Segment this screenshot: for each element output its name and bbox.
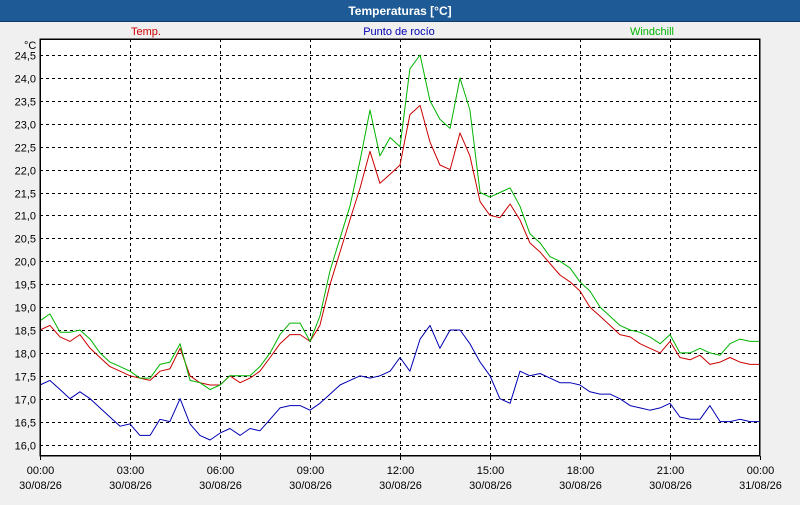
x-tick-time-label: 03:00 — [117, 465, 145, 477]
legend-label-3: Windchill — [630, 26, 674, 38]
y-tick-label: 20,0 — [15, 257, 36, 269]
y-tick-label: 24,0 — [15, 74, 36, 86]
y-tick-label: 18,5 — [15, 326, 36, 338]
x-tick-time-label: 00:00 — [27, 465, 55, 477]
y-tick-label: 20,5 — [15, 234, 36, 246]
x-tick-date-label: 31/08/26 — [739, 480, 782, 492]
chart-area: 16,0 16,5 17,0 17,5 18,0 18,5 19,0 19,5 20,0 20,5… — [0, 21, 800, 500]
y-tick-label: 19,5 — [15, 280, 36, 292]
series-line-3 — [39, 54, 760, 391]
x-tick-time-label: 21:00 — [657, 465, 685, 477]
y-tick-label: 16,5 — [15, 418, 36, 430]
x-tick-date-label: 30/08/26 — [199, 480, 242, 492]
y-unit-label: °C — [24, 40, 36, 52]
y-tick-label: 23,0 — [15, 120, 36, 132]
y-tick-label: 17,5 — [15, 372, 36, 384]
y-tick-label: 21,0 — [15, 211, 36, 223]
legend-label-2: Punto de rocío — [363, 26, 435, 38]
plot-border — [40, 39, 760, 456]
x-tick-time-label: 12:00 — [387, 465, 415, 477]
y-tick-label: 23,5 — [15, 97, 36, 109]
y-tick-label: 22,5 — [15, 143, 36, 155]
x-tick-time-label: 15:00 — [477, 465, 505, 477]
chart-window-title: Temperaturas [°C] — [0, 0, 800, 22]
x-tick-date-label: 30/08/26 — [109, 480, 152, 492]
x-tick-time-label: 18:00 — [567, 465, 595, 477]
x-tick-time-label: 00:00 — [747, 465, 775, 477]
x-tick-date-label: 30/08/26 — [649, 480, 692, 492]
x-tick-date-label: 30/08/26 — [559, 480, 602, 492]
y-tick-label: 17,0 — [15, 395, 36, 407]
x-tick-date-label: 30/08/26 — [289, 480, 332, 492]
y-tick-label: 16,0 — [15, 441, 36, 453]
x-tick-date-label: 30/08/26 — [469, 480, 512, 492]
y-tick-label: 22,0 — [15, 166, 36, 178]
legend-label-1: Temp. — [131, 26, 161, 38]
series-line-2 — [39, 324, 760, 441]
x-tick-date-label: 30/08/26 — [19, 480, 62, 492]
series-line-1 — [39, 104, 760, 386]
y-tick-label: 24,5 — [15, 51, 36, 63]
temperature-chart: 16,0 16,5 17,0 17,5 18,0 18,5 19,0 19,5 20,0 20,5… — [15, 26, 782, 492]
y-tick-label: 18,0 — [15, 349, 36, 361]
y-tick-label: 21,5 — [15, 189, 36, 201]
plot-background — [39, 38, 761, 457]
x-tick-date-label: 30/08/26 — [379, 480, 422, 492]
x-tick-time-label: 06:00 — [207, 465, 235, 477]
x-tick-time-label: 09:00 — [297, 465, 325, 477]
y-tick-label: 19,0 — [15, 303, 36, 315]
window-title: Temperaturas [°C] — [348, 3, 452, 18]
